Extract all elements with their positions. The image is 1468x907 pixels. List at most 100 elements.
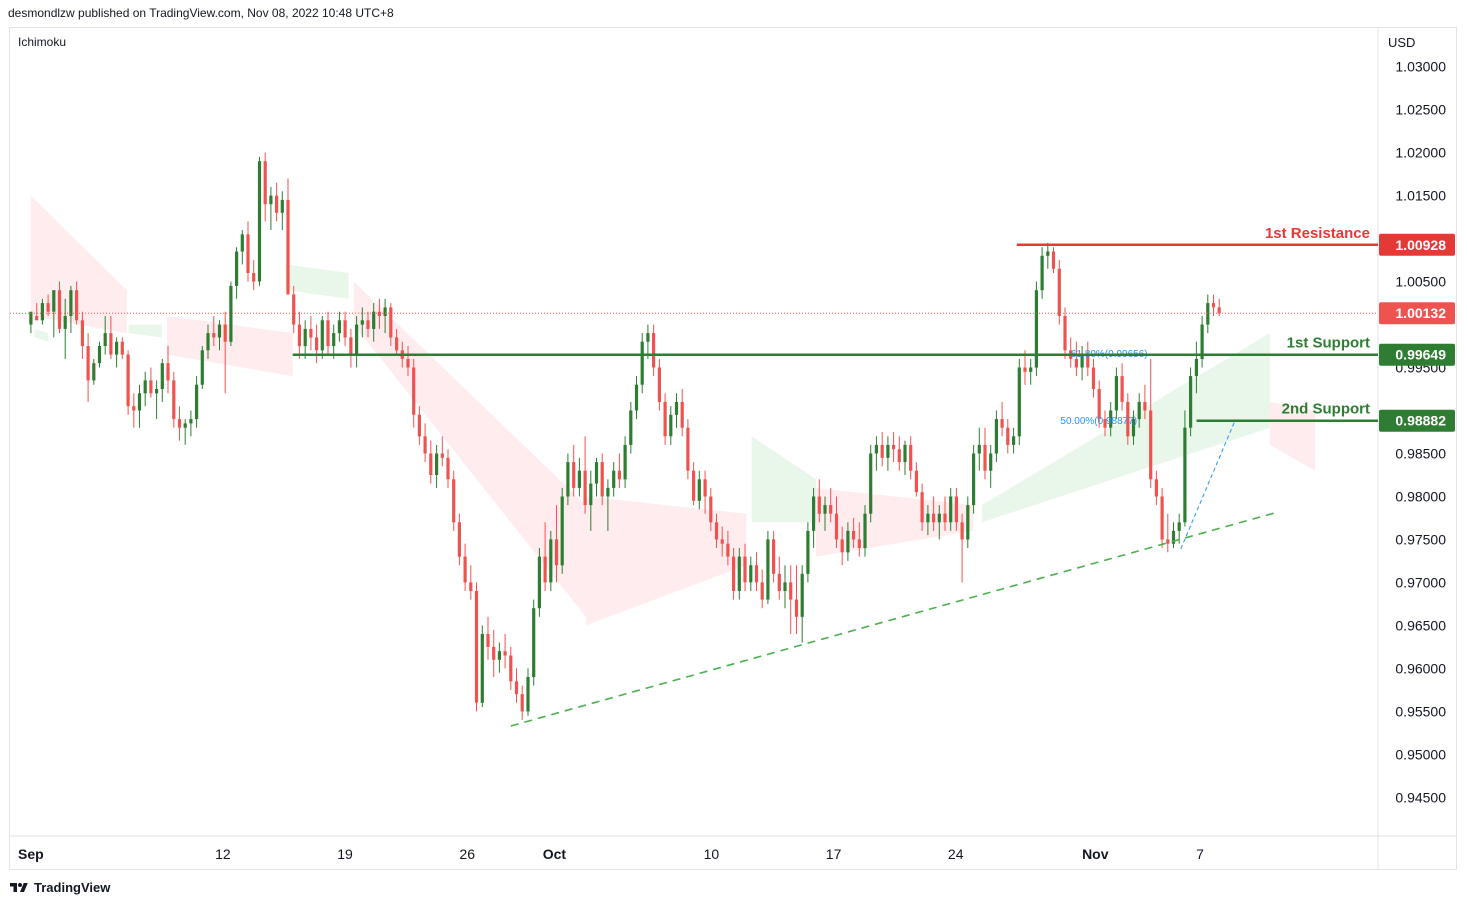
candle-bearish [554, 505, 559, 583]
cloud-segment-bullish [128, 324, 162, 338]
candle-bullish [63, 298, 67, 359]
candle-bullish [480, 625, 484, 708]
candle-body [103, 333, 107, 346]
candle-bullish [966, 496, 970, 548]
candle-bearish [789, 565, 793, 634]
candle-body [674, 401, 679, 415]
candle-body [463, 556, 467, 583]
candle-bullish [874, 436, 878, 471]
candle-bullish [800, 565, 804, 643]
candle-body [326, 320, 330, 347]
cloud-segment-bearish [1269, 401, 1316, 471]
candle-body [612, 470, 616, 488]
candle-bullish [1206, 294, 1210, 334]
candle-body [926, 513, 930, 523]
candle-body [560, 496, 564, 566]
candle-bearish [417, 406, 421, 445]
candle-bullish [589, 470, 593, 531]
time-tick-label: Nov [1082, 846, 1109, 862]
candle-bearish [86, 333, 90, 402]
candle-body [320, 320, 324, 351]
candle-body [572, 462, 576, 488]
candle-bearish [892, 432, 896, 463]
tradingview-footer[interactable]: TradingView [9, 880, 110, 895]
candle-bearish [80, 311, 84, 359]
candle-body [120, 341, 124, 355]
price-tick-label: 0.97000 [1395, 574, 1446, 590]
candle-body [749, 565, 753, 583]
candle-bearish [772, 530, 776, 583]
candle-bearish [1051, 247, 1056, 273]
candle-body [783, 582, 787, 591]
candle-bullish [634, 376, 639, 420]
candle-body [35, 316, 39, 321]
candle-body [863, 513, 867, 549]
candle-bearish [246, 221, 250, 282]
candle-bullish [383, 298, 387, 334]
candle-body [834, 513, 839, 540]
candle-bullish [526, 668, 530, 716]
candle-body [989, 453, 993, 471]
currency-label[interactable]: USD [1388, 35, 1416, 50]
time-tick-label: Oct [543, 846, 567, 862]
candle-bearish [149, 367, 153, 398]
candle-body [1023, 367, 1027, 372]
candle-body [686, 427, 690, 471]
candle-bullish [160, 358, 164, 402]
time-tick-label: Sep [18, 846, 44, 862]
candle-bullish [183, 419, 187, 445]
2nd-support-label: 2nd Support [1282, 401, 1370, 418]
candle-bearish [463, 543, 467, 591]
candle-bullish [1137, 393, 1141, 428]
candle-bearish [692, 462, 696, 506]
candle-body [869, 453, 873, 514]
candle-body [1091, 367, 1096, 389]
candle-bullish [1194, 341, 1198, 394]
candle-bearish [852, 518, 856, 548]
candle-body [669, 414, 673, 437]
candle-bearish [440, 436, 444, 467]
candle-body [777, 573, 781, 591]
candle-body [1114, 376, 1118, 411]
candle-bullish [1034, 281, 1038, 377]
candle-body [97, 346, 102, 364]
candle-bearish [1091, 358, 1096, 398]
candle-body [537, 556, 541, 609]
indicator-label[interactable]: Ichimoku [18, 35, 67, 49]
cloud-segment-bullish [34, 328, 49, 342]
time-tick-label: 19 [337, 846, 353, 862]
candle-bearish [1057, 260, 1061, 325]
candle-bearish [617, 453, 621, 488]
candle-body [874, 444, 878, 454]
candle-body [383, 307, 387, 316]
candle-body [280, 199, 284, 213]
candle-bearish [514, 668, 519, 703]
candle-bearish [960, 513, 964, 583]
candle-body [417, 414, 421, 437]
candle-bullish [1183, 410, 1187, 527]
candle-body [297, 324, 301, 347]
candle-body [897, 449, 901, 463]
candle-body [126, 354, 130, 407]
candle-body [1166, 539, 1170, 544]
candle-bearish [897, 436, 901, 471]
candle-body [829, 505, 833, 514]
candle-bearish [263, 152, 267, 222]
candle-bullish [1109, 401, 1113, 437]
candle-bullish [560, 487, 564, 574]
candle-bullish [697, 470, 701, 510]
candle-body [309, 328, 313, 338]
candle-body [497, 651, 501, 660]
candle-bearish [120, 337, 124, 359]
candle-body [766, 539, 770, 600]
candle-bullish [1046, 242, 1050, 269]
candle-bearish [726, 530, 730, 566]
price-badge-bg [1379, 302, 1455, 325]
candle-bearish [1166, 513, 1170, 553]
candle-body [372, 311, 376, 329]
candle-body [1183, 427, 1187, 523]
candle-body [1086, 354, 1090, 368]
candle-body [806, 530, 810, 574]
candle-body [457, 522, 461, 557]
